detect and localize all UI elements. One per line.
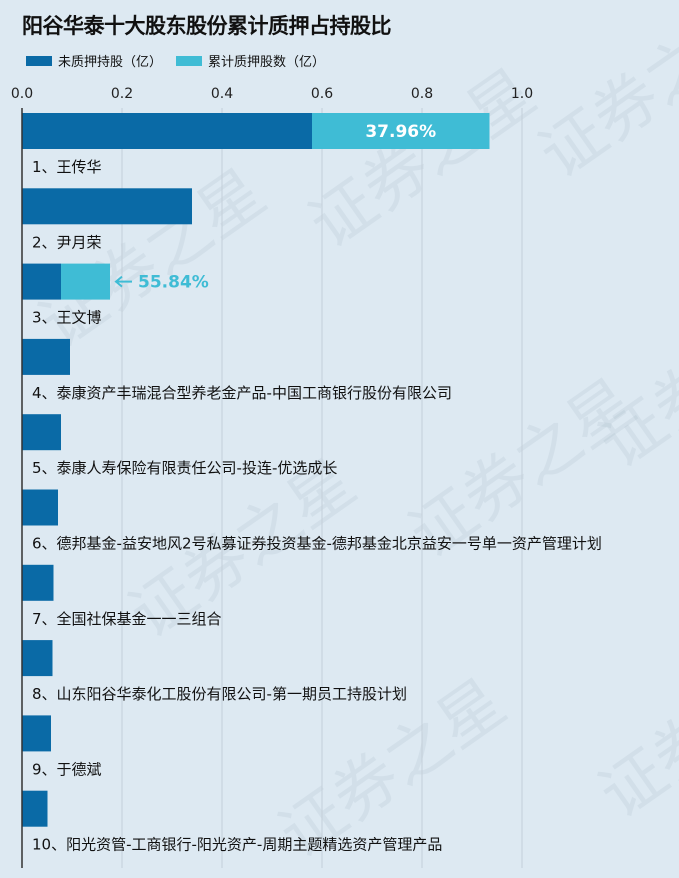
bar-unpledged (22, 414, 61, 451)
x-tick-label: 1.0 (511, 86, 533, 102)
pledge-ratio-label: 55.84% (138, 273, 209, 293)
bar-unpledged (22, 489, 58, 526)
watermark-text: 证券之星 (27, 156, 279, 363)
bar-unpledged (22, 338, 70, 375)
pledge-ratio-label: 37.96% (365, 122, 436, 142)
category-label: 2、尹月荣 (32, 233, 102, 251)
legend-label-unpledged: 未质押持股（亿） (58, 55, 163, 70)
bar-unpledged (22, 113, 312, 149)
category-label: 10、阳光资管-工商银行-阳光资产-周期主题精选资产管理产品 (32, 836, 442, 854)
x-tick-labels: 0.0 0.2 0.4 0.6 0.8 1.0 (11, 86, 533, 102)
annotation-arrow-head (114, 275, 123, 288)
category-label: 4、泰康资产丰瑞混合型养老金产品-中国工商银行股份有限公司 (32, 384, 452, 402)
legend-swatch-pledged (176, 55, 203, 66)
x-tick-label: 0.2 (111, 86, 133, 102)
category-labels: 1、王传华 2、尹月荣 3、王文博 4、泰康资产丰瑞混合型养老金产品-中国工商银行股份… (32, 158, 602, 854)
category-label: 1、王传华 (32, 158, 102, 176)
bar-unpledged (22, 188, 192, 225)
legend-label-pledged: 累计质押股数（亿） (208, 55, 326, 70)
legend-item-pledged: 累计质押股数（亿） (176, 51, 325, 70)
annotations: 37.96% 55.84% (114, 122, 436, 293)
x-tick-label: 0.0 (11, 86, 33, 102)
x-tick-label: 0.6 (311, 86, 333, 102)
category-label: 8、山东阳谷华泰化工股份有限公司-第一期员工持股计划 (32, 685, 407, 703)
bars (22, 113, 490, 827)
bar-unpledged (22, 263, 61, 300)
watermark-text: 证券之星 (527, 0, 679, 193)
legend-item-unpledged: 未质押持股（亿） (26, 51, 162, 70)
bar-pledged (61, 263, 110, 300)
category-label: 7、全国社保基金一一三组合 (32, 610, 222, 628)
bar-unpledged (22, 640, 53, 677)
x-tick-label: 0.8 (411, 86, 433, 102)
legend-swatch-unpledged (26, 55, 52, 66)
category-label: 3、王文博 (32, 309, 102, 327)
bar-unpledged (22, 790, 48, 827)
bar-unpledged (22, 715, 51, 752)
legend: 未质押持股（亿） 累计质押股数（亿） (26, 51, 339, 70)
category-label: 6、德邦基金-益安地风2号私募证券投资基金-德邦基金北京益安一号单一资产管理计划 (32, 535, 602, 553)
watermark-text: 证券之星 (587, 626, 679, 833)
bar-unpledged (22, 564, 54, 601)
category-label: 9、于德斌 (32, 760, 102, 778)
chart-title: 阳谷华泰十大股东股份累计质押占持股比 (22, 14, 392, 38)
bar-pledged (312, 113, 490, 149)
x-tick-label: 0.4 (211, 86, 233, 102)
category-label: 5、泰康人寿保险有限责任公司-投连-优选成长 (32, 459, 337, 477)
